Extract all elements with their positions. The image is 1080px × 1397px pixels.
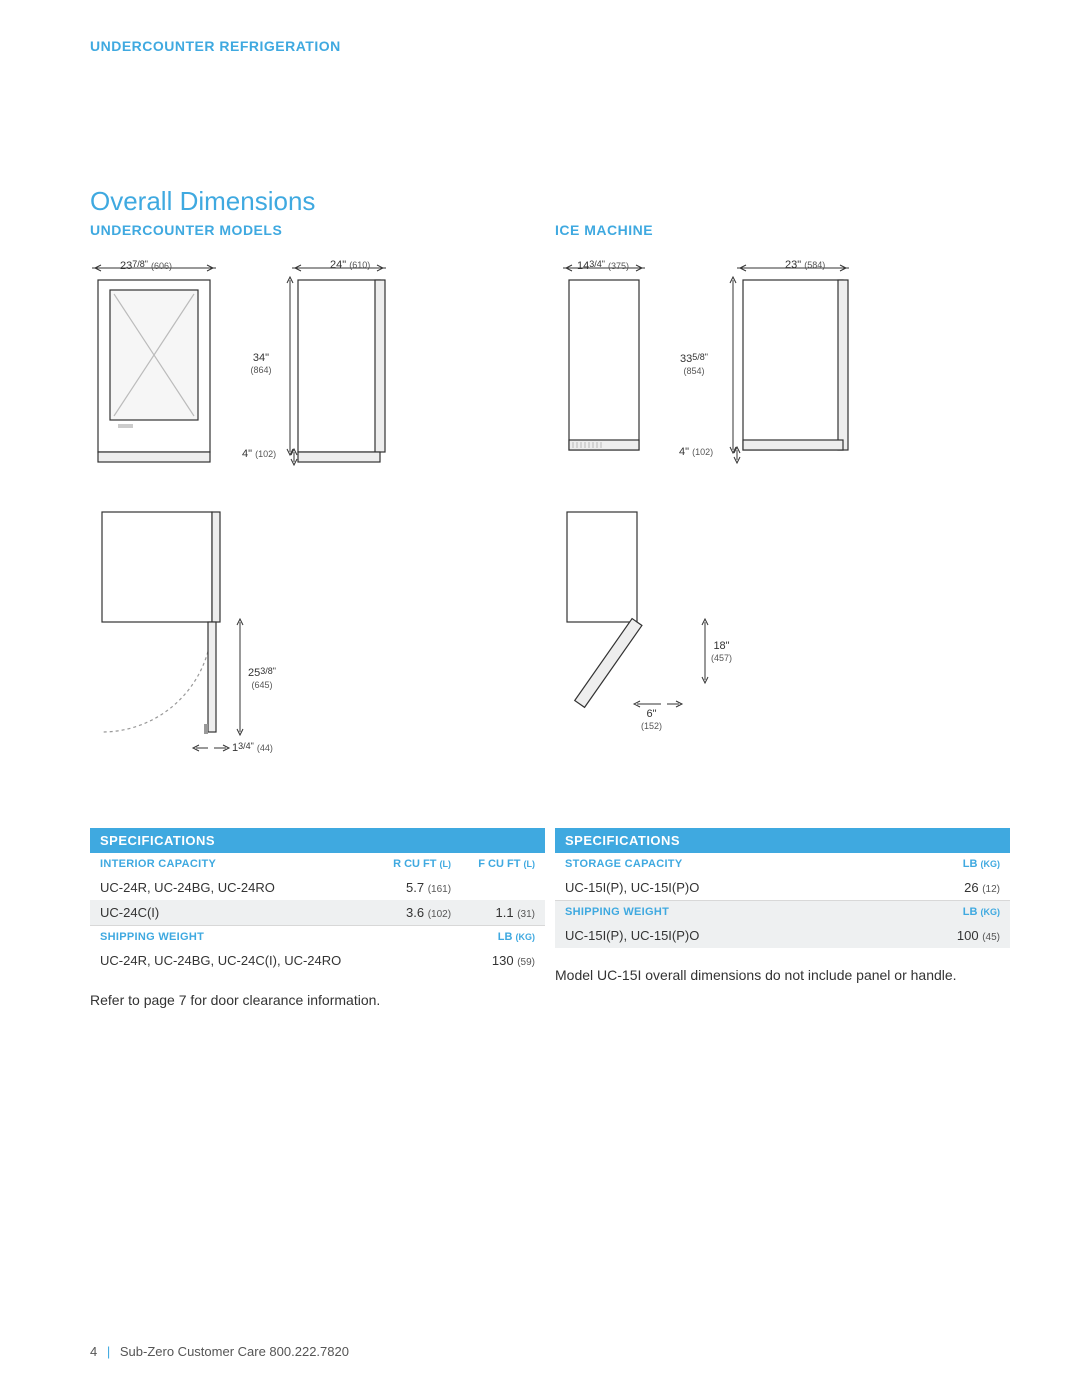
uc-width-mm: (606) bbox=[151, 261, 172, 271]
uc-swing-offset-frac: 3/4" bbox=[238, 741, 254, 751]
ice-diagram-row-1: 143/4" (375) bbox=[555, 256, 1010, 476]
ice-toekick-label: 4" (102) bbox=[679, 446, 713, 458]
uc-swing-offset-mm: (44) bbox=[257, 743, 273, 753]
ice-toekick-mm: (102) bbox=[692, 447, 713, 457]
uc-height-mm: (864) bbox=[250, 365, 271, 375]
ice-door-b-label: 6" (152) bbox=[641, 708, 662, 732]
uc-spec-title: SPECIFICATIONS bbox=[90, 828, 545, 853]
ice-depth-mm: (584) bbox=[804, 260, 825, 270]
undercounter-diagram-row-2: 253/8" (645) 13/4" (44) bbox=[90, 504, 545, 764]
undercounter-side-diagram: 24" (610) 34" (864) 4" (102) bbox=[280, 256, 400, 476]
uc-swing-depth-in: 25 bbox=[248, 667, 260, 679]
ice-section: ICE MACHINE bbox=[555, 222, 1010, 762]
ice-width-frac: 3/4" bbox=[589, 259, 605, 269]
uc-width-in: 23 bbox=[120, 260, 132, 272]
uc-ship0-v: 130 (59) bbox=[461, 948, 545, 973]
ice-height-label: 335/8" (854) bbox=[675, 352, 713, 377]
ice-door-h-in: 18" bbox=[713, 640, 729, 652]
uc-width-label: 237/8" (606) bbox=[120, 259, 172, 272]
undercounter-top-diagram: 253/8" (645) 13/4" (44) bbox=[90, 504, 290, 764]
uc-depth-mm: (610) bbox=[349, 260, 370, 270]
uc-row1-model: UC-24C(I) bbox=[90, 900, 376, 926]
undercounter-note: Refer to page 7 for door clearance infor… bbox=[90, 991, 545, 1011]
ice-row0-v: 26 (12) bbox=[878, 875, 1010, 901]
uc-swing-depth-frac: 3/8" bbox=[260, 666, 276, 676]
uc-depth-label: 24" (610) bbox=[330, 259, 370, 271]
ice-depth-in: 23" bbox=[785, 259, 801, 271]
ice-side-diagram: 23" (584) 335/8" (854) 4" (102) bbox=[715, 256, 865, 476]
page-header: UNDERCOUNTER REFRIGERATION bbox=[90, 38, 341, 54]
ice-height-in: 33 bbox=[680, 353, 692, 365]
uc-ship-label: SHIPPING WEIGHT bbox=[90, 926, 376, 949]
uc-swing-depth-label: 253/8" (645) bbox=[248, 666, 276, 691]
page-title: Overall Dimensions bbox=[90, 186, 315, 217]
uc-swing-offset-label: 13/4" (44) bbox=[232, 741, 273, 754]
ice-heading: ICE MACHINE bbox=[555, 222, 1010, 238]
ice-height-mm: (854) bbox=[683, 366, 704, 376]
uc-row0-r: 5.7 (161) bbox=[376, 875, 461, 900]
ice-width-mm: (375) bbox=[608, 261, 629, 271]
ice-diagram-row-2: 18" (457) 6" (152) bbox=[555, 504, 1010, 734]
ice-width-label: 143/4" (375) bbox=[577, 259, 629, 272]
undercounter-heading: UNDERCOUNTER MODELS bbox=[90, 222, 545, 238]
ice-toekick-in: 4" bbox=[679, 446, 689, 458]
ice-ship0-model: UC-15I(P), UC-15I(P)O bbox=[555, 923, 878, 948]
ice-storage-label: STORAGE CAPACITY bbox=[555, 853, 878, 875]
uc-row0-model: UC-24R, UC-24BG, UC-24RO bbox=[90, 875, 376, 900]
undercounter-spec-table: SPECIFICATIONS INTERIOR CAPACITY R CU FT… bbox=[90, 828, 545, 973]
undercounter-front-diagram: 237/8" (606) bbox=[90, 256, 250, 476]
uc-toekick-in: 4" bbox=[242, 448, 252, 460]
ice-row0-model: UC-15I(P), UC-15I(P)O bbox=[555, 875, 878, 901]
ice-ship0-v: 100 (45) bbox=[878, 923, 1010, 948]
page-footer: 4 | Sub-Zero Customer Care 800.222.7820 bbox=[90, 1344, 349, 1359]
ice-door-b-in: 6" bbox=[646, 708, 656, 720]
uc-lb-head: LB (KG) bbox=[461, 926, 545, 949]
uc-row0-f bbox=[461, 875, 545, 900]
uc-depth-in: 24" bbox=[330, 259, 346, 271]
ice-spec-title: SPECIFICATIONS bbox=[555, 828, 1010, 853]
ice-lb-head: LB (KG) bbox=[878, 853, 1010, 875]
uc-ship0-model: UC-24R, UC-24BG, UC-24C(I), UC-24RO bbox=[90, 948, 376, 973]
uc-rcuft-head: R CU FT (L) bbox=[376, 853, 461, 875]
ice-width-in: 14 bbox=[577, 260, 589, 272]
page-number: 4 bbox=[90, 1344, 97, 1359]
ice-spec-table: SPECIFICATIONS STORAGE CAPACITY LB (KG) … bbox=[555, 828, 1010, 948]
uc-row1-r: 3.6 (102) bbox=[376, 900, 461, 926]
uc-fcuft-head: F CU FT (L) bbox=[461, 853, 545, 875]
uc-height-label: 34" (864) bbox=[244, 352, 278, 376]
uc-row1-f: 1.1 (31) bbox=[461, 900, 545, 926]
undercounter-section: UNDERCOUNTER MODELS bbox=[90, 222, 545, 792]
ice-ship-lb-head: LB (KG) bbox=[878, 901, 1010, 924]
uc-height-in: 34" bbox=[253, 352, 269, 364]
uc-swing-depth-mm: (645) bbox=[251, 680, 272, 690]
ice-ship-label: SHIPPING WEIGHT bbox=[555, 901, 878, 924]
ice-door-h-label: 18" (457) bbox=[711, 640, 732, 664]
footer-divider: | bbox=[107, 1344, 110, 1359]
uc-width-frac: 7/8" bbox=[132, 259, 148, 269]
ice-depth-label: 23" (584) bbox=[785, 259, 825, 271]
ice-front-diagram: 143/4" (375) bbox=[555, 256, 685, 476]
ice-door-b-mm: (152) bbox=[641, 721, 662, 731]
ice-note: Model UC-15I overall dimensions do not i… bbox=[555, 966, 1010, 986]
footer-text: Sub-Zero Customer Care 800.222.7820 bbox=[120, 1344, 349, 1359]
uc-toekick-label: 4" (102) bbox=[242, 448, 276, 460]
uc-interior-label: INTERIOR CAPACITY bbox=[90, 853, 376, 875]
ice-height-frac: 5/8" bbox=[692, 352, 708, 362]
ice-top-diagram: 18" (457) 6" (152) bbox=[555, 504, 755, 734]
ice-door-h-mm: (457) bbox=[711, 653, 732, 663]
uc-toekick-mm: (102) bbox=[255, 449, 276, 459]
undercounter-diagram-row-1: 237/8" (606) bbox=[90, 256, 545, 476]
